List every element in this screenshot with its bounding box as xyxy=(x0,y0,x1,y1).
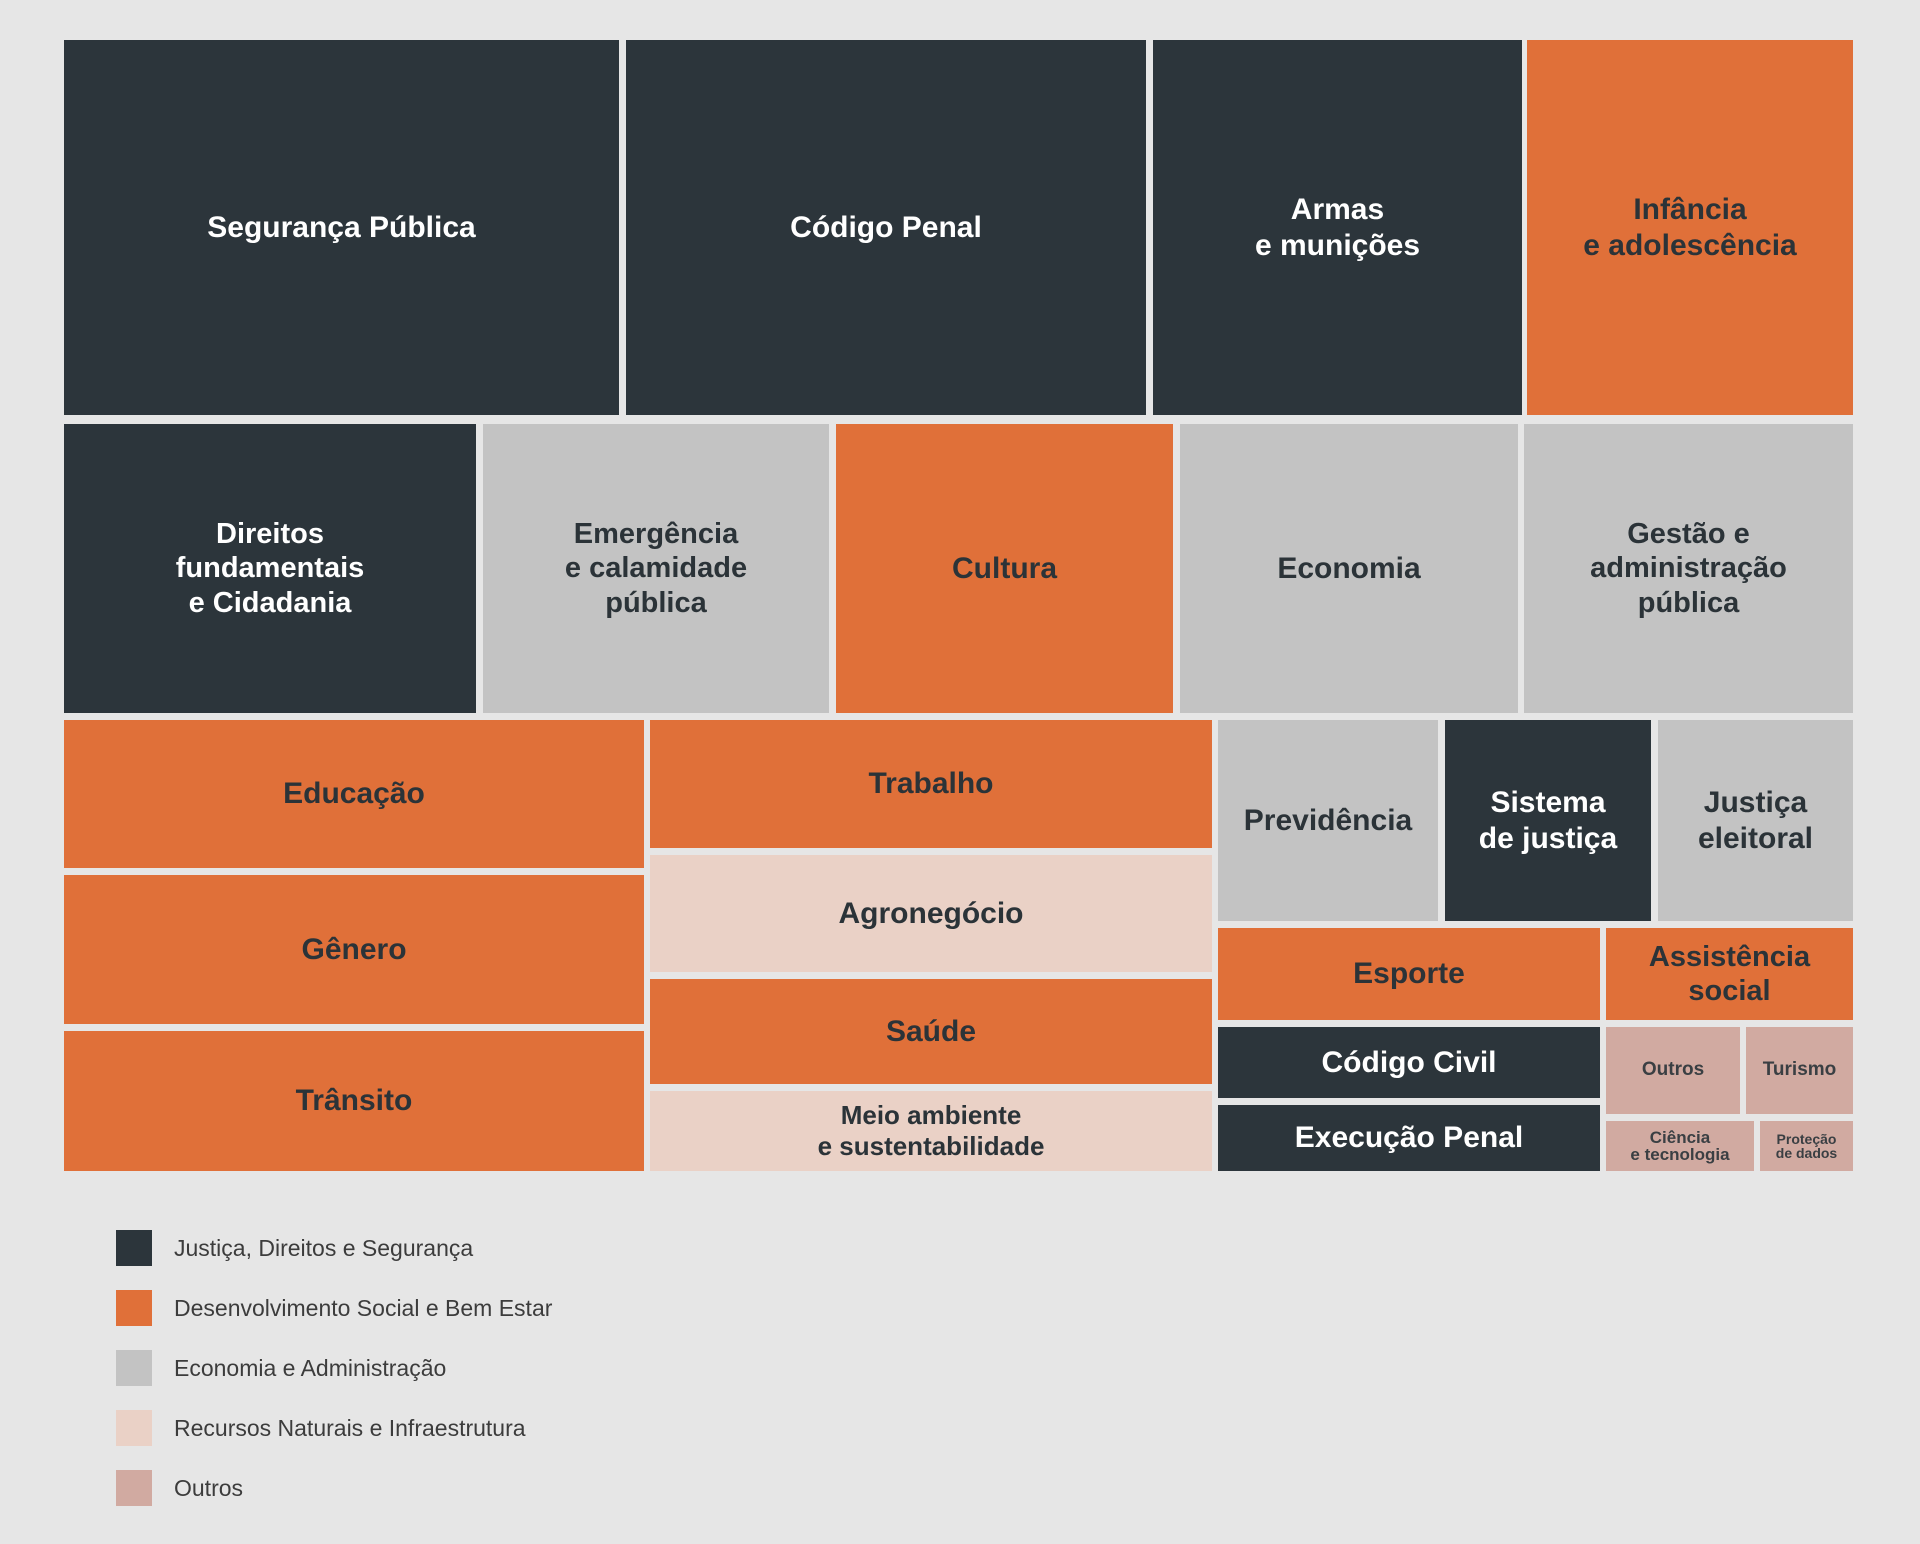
treemap-tile: Emergência e calamidade pública xyxy=(483,424,829,713)
legend-swatch xyxy=(116,1410,152,1446)
legend-item: Justiça, Direitos e Segurança xyxy=(116,1218,552,1278)
treemap-tile: Educação xyxy=(64,720,644,868)
treemap-tile: Agronegócio xyxy=(650,855,1212,972)
treemap-tile: Economia xyxy=(1180,424,1518,713)
treemap-tile: Trânsito xyxy=(64,1031,644,1171)
legend-item: Outros xyxy=(116,1458,552,1518)
legend-label: Economia e Administração xyxy=(174,1354,447,1381)
treemap-tile: Saúde xyxy=(650,979,1212,1084)
treemap-tile: Armas e munições xyxy=(1153,40,1522,415)
treemap-tile: Trabalho xyxy=(650,720,1212,848)
treemap-tile: Justiça eleitoral xyxy=(1658,720,1853,921)
legend: Justiça, Direitos e Segurança Desenvolvim… xyxy=(116,1218,552,1518)
treemap-tile: Assistência social xyxy=(1606,928,1853,1020)
treemap-tile: Código Penal xyxy=(626,40,1146,415)
legend-swatch xyxy=(116,1290,152,1326)
legend-swatch xyxy=(116,1470,152,1506)
treemap-tile: Turismo xyxy=(1746,1027,1853,1114)
treemap-tile: Previdência xyxy=(1218,720,1438,921)
treemap-tile: Ciência e tecnologia xyxy=(1606,1121,1754,1171)
treemap-tile: Esporte xyxy=(1218,928,1600,1020)
legend-swatch xyxy=(116,1230,152,1266)
legend-label: Justiça, Direitos e Segurança xyxy=(174,1234,474,1261)
treemap-tile: Segurança Pública xyxy=(64,40,619,415)
treemap-tile: Gênero xyxy=(64,875,644,1024)
treemap-tile: Meio ambiente e sustentabilidade xyxy=(650,1091,1212,1171)
treemap-tile: Cultura xyxy=(836,424,1173,713)
legend-swatch xyxy=(116,1350,152,1386)
legend-item: Economia e Administração xyxy=(116,1338,552,1398)
treemap-tile: Outros xyxy=(1606,1027,1740,1114)
treemap-tile: Execução Penal xyxy=(1218,1105,1600,1171)
treemap-tile: Sistema de justiça xyxy=(1445,720,1651,921)
treemap-tile: Infância e adolescência xyxy=(1527,40,1853,415)
legend-item: Recursos Naturais e Infraestrutura xyxy=(116,1398,552,1458)
legend-label: Outros xyxy=(174,1474,244,1501)
treemap-tile: Gestão e administração pública xyxy=(1524,424,1853,713)
treemap-tile: Proteção de dados xyxy=(1760,1121,1853,1171)
treemap-tile: Código Civil xyxy=(1218,1027,1600,1098)
treemap-tile: Direitos fundamentais e Cidadania xyxy=(64,424,476,713)
legend-label: Desenvolvimento Social e Bem Estar xyxy=(174,1294,553,1321)
legend-item: Desenvolvimento Social e Bem Estar xyxy=(116,1278,552,1338)
legend-label: Recursos Naturais e Infraestrutura xyxy=(174,1414,526,1441)
